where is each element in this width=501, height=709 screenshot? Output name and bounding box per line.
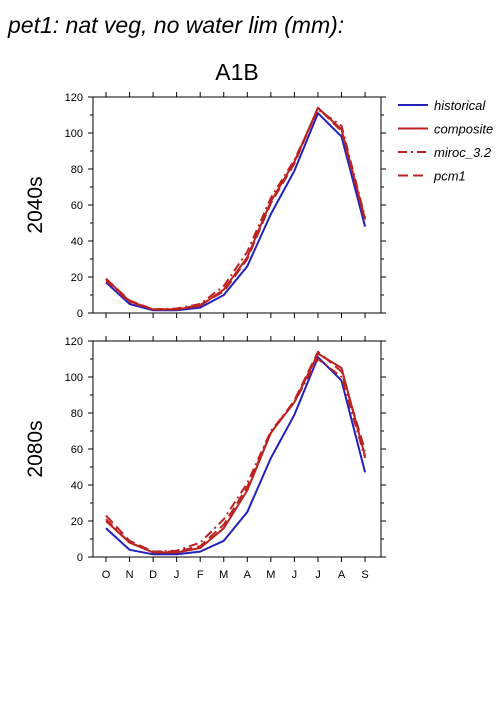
series-line-miroc-3-2 — [105, 358, 367, 553]
y-tick-label: 40 — [71, 480, 83, 492]
x-tick-label: M — [219, 569, 228, 581]
y-tick-label: 0 — [77, 552, 83, 564]
series-line-pcm1 — [105, 350, 367, 553]
y-tick-label: 80 — [71, 408, 83, 420]
panel-2040s: 2040s 0 20 40 60 80 100 120 — [24, 92, 386, 320]
legend-label: composite — [434, 122, 493, 137]
y-tick-label: 20 — [71, 272, 83, 284]
x-tick-label: J — [292, 569, 298, 581]
plot-frame — [92, 96, 382, 314]
row-label: 2040s — [24, 176, 47, 233]
x-tick-label: J — [315, 569, 321, 581]
scenario-title: A1B — [215, 59, 258, 85]
series-line-pcm1 — [105, 106, 367, 311]
y-tick-label: 60 — [71, 200, 83, 212]
page-title: pet1: nat veg, no water lim (mm): — [7, 12, 344, 38]
y-tick-label: 60 — [71, 444, 83, 456]
x-tick-label: M — [266, 569, 275, 581]
series-line-historical — [105, 356, 367, 556]
x-tick-label: J — [174, 569, 180, 581]
legend: historical composite miroc_3.2 pcm1 — [398, 98, 493, 184]
x-tick-label: N — [126, 569, 134, 581]
x-tick-label: S — [361, 569, 368, 581]
series-line-historical — [105, 112, 367, 312]
y-tick-label: 100 — [65, 372, 83, 384]
x-tick-label: A — [338, 569, 346, 581]
y-tick-label: 40 — [71, 236, 83, 248]
y-tick-label: 100 — [65, 128, 83, 140]
x-tick-label: A — [244, 569, 252, 581]
series-line-composite — [105, 352, 367, 554]
legend-label: miroc_3.2 — [434, 145, 492, 160]
row-label: 2080s — [24, 420, 47, 477]
legend-label: historical — [434, 98, 486, 113]
y-tick-label: 20 — [71, 516, 83, 528]
y-tick-label: 120 — [65, 92, 83, 104]
legend-label: pcm1 — [433, 169, 466, 184]
panel-2080s: 2080s 0 20 40 60 80 100 120 O N D J F M A M J J A S — [24, 336, 386, 581]
x-tick-label: F — [197, 569, 204, 581]
x-tick-label: O — [102, 569, 111, 581]
y-tick-label: 120 — [65, 336, 83, 348]
y-tick-label: 0 — [77, 308, 83, 320]
x-tick-label: D — [149, 569, 157, 581]
y-tick-label: 80 — [71, 164, 83, 176]
